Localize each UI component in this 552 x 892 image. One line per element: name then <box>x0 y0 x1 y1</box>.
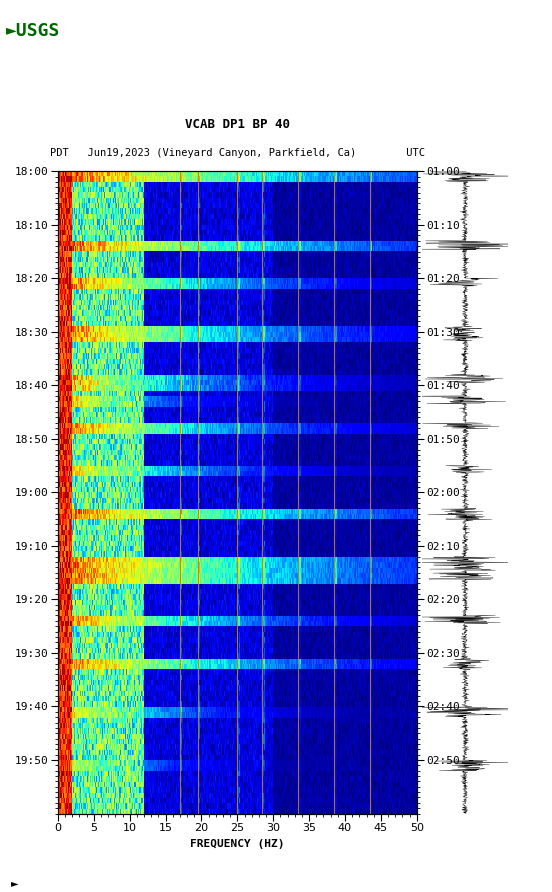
X-axis label: FREQUENCY (HZ): FREQUENCY (HZ) <box>190 838 285 849</box>
Text: ►USGS: ►USGS <box>6 22 60 40</box>
Text: VCAB DP1 BP 40: VCAB DP1 BP 40 <box>185 118 290 131</box>
Text: PDT   Jun19,2023 (Vineyard Canyon, Parkfield, Ca)        UTC: PDT Jun19,2023 (Vineyard Canyon, Parkfie… <box>50 148 425 158</box>
Text: ►: ► <box>11 879 19 888</box>
